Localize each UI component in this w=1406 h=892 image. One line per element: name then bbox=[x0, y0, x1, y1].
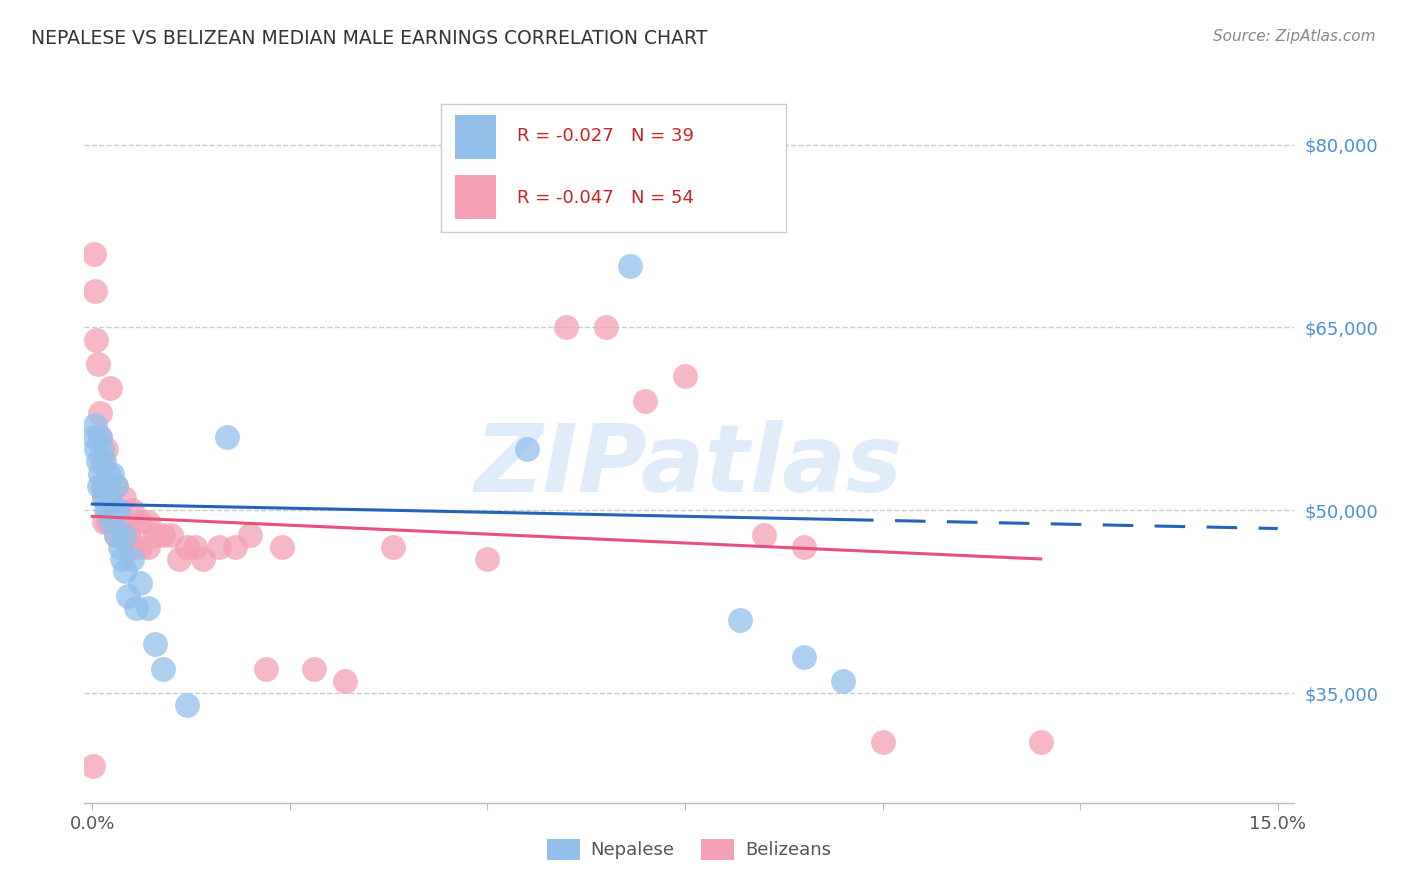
Point bbox=[145, 527, 167, 541]
Point bbox=[91, 479, 114, 493]
Point bbox=[117, 527, 139, 541]
Point bbox=[673, 369, 696, 384]
Point bbox=[595, 320, 617, 334]
Point bbox=[114, 564, 136, 578]
Point bbox=[121, 503, 143, 517]
Point bbox=[84, 284, 107, 298]
Point bbox=[89, 406, 111, 420]
Point bbox=[94, 442, 117, 457]
Point bbox=[121, 552, 143, 566]
Point bbox=[97, 516, 120, 530]
Point bbox=[136, 540, 159, 554]
Point bbox=[125, 600, 148, 615]
Point bbox=[136, 600, 159, 615]
Point bbox=[94, 503, 117, 517]
Point bbox=[91, 479, 114, 493]
Point bbox=[176, 698, 198, 713]
Point bbox=[90, 454, 112, 468]
Point bbox=[112, 491, 135, 505]
Point bbox=[104, 479, 127, 493]
Point bbox=[1029, 735, 1052, 749]
Point bbox=[93, 491, 115, 505]
Point bbox=[93, 491, 115, 505]
Point bbox=[84, 442, 107, 457]
Point bbox=[97, 467, 120, 481]
Point bbox=[82, 759, 104, 773]
Point bbox=[87, 479, 110, 493]
Point bbox=[107, 503, 129, 517]
Point bbox=[89, 430, 111, 444]
Point bbox=[108, 540, 131, 554]
Point bbox=[145, 637, 167, 651]
Point bbox=[239, 527, 262, 541]
Point bbox=[128, 540, 150, 554]
Point bbox=[333, 673, 356, 688]
Point bbox=[121, 540, 143, 554]
Point bbox=[112, 516, 135, 530]
Point bbox=[793, 540, 815, 554]
Point bbox=[224, 540, 246, 554]
Legend: Nepalese, Belizeans: Nepalese, Belizeans bbox=[540, 831, 838, 867]
Point bbox=[167, 552, 190, 566]
Point bbox=[98, 491, 121, 505]
Point bbox=[152, 662, 174, 676]
Point bbox=[730, 613, 752, 627]
Point bbox=[104, 503, 127, 517]
Point bbox=[215, 430, 238, 444]
Point bbox=[83, 417, 105, 432]
Point bbox=[89, 467, 111, 481]
Point bbox=[793, 649, 815, 664]
Point bbox=[111, 552, 134, 566]
Point bbox=[152, 527, 174, 541]
Point bbox=[84, 333, 107, 347]
Point bbox=[254, 662, 277, 676]
Point bbox=[107, 503, 129, 517]
Point bbox=[271, 540, 294, 554]
Point bbox=[93, 516, 115, 530]
Text: Source: ZipAtlas.com: Source: ZipAtlas.com bbox=[1212, 29, 1375, 44]
Point bbox=[477, 552, 499, 566]
Point bbox=[101, 467, 124, 481]
Point bbox=[381, 540, 404, 554]
Point bbox=[112, 527, 135, 541]
Point bbox=[93, 454, 115, 468]
Point bbox=[176, 540, 198, 554]
Text: ZIPatlas: ZIPatlas bbox=[475, 420, 903, 512]
Point bbox=[191, 552, 214, 566]
Point bbox=[634, 393, 657, 408]
Point bbox=[87, 454, 110, 468]
Point bbox=[83, 430, 105, 444]
Point bbox=[136, 516, 159, 530]
Point bbox=[98, 381, 121, 395]
Point bbox=[128, 516, 150, 530]
Point bbox=[555, 320, 578, 334]
Point bbox=[101, 503, 124, 517]
Point bbox=[104, 527, 127, 541]
Point bbox=[104, 527, 127, 541]
Point bbox=[108, 516, 131, 530]
Point bbox=[83, 247, 105, 261]
Point bbox=[208, 540, 231, 554]
Point bbox=[184, 540, 207, 554]
Point bbox=[90, 442, 112, 457]
Point bbox=[832, 673, 855, 688]
Point bbox=[104, 503, 127, 517]
Point bbox=[87, 357, 110, 371]
Point bbox=[752, 527, 775, 541]
Point bbox=[516, 442, 538, 457]
Point bbox=[302, 662, 325, 676]
Point bbox=[104, 479, 127, 493]
Text: NEPALESE VS BELIZEAN MEDIAN MALE EARNINGS CORRELATION CHART: NEPALESE VS BELIZEAN MEDIAN MALE EARNING… bbox=[31, 29, 707, 47]
Point bbox=[160, 527, 183, 541]
Point bbox=[128, 576, 150, 591]
Point bbox=[872, 735, 894, 749]
Point bbox=[97, 503, 120, 517]
Point bbox=[100, 516, 122, 530]
Point bbox=[97, 479, 120, 493]
Point bbox=[619, 260, 641, 274]
Point bbox=[89, 430, 111, 444]
Point bbox=[117, 589, 139, 603]
